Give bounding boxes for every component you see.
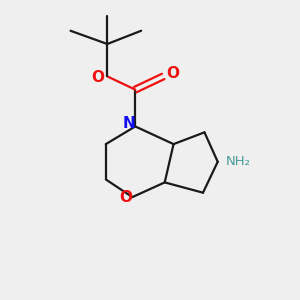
Text: NH₂: NH₂ <box>226 155 251 168</box>
Text: O: O <box>119 190 132 205</box>
Text: N: N <box>122 116 135 131</box>
Text: O: O <box>91 70 104 86</box>
Text: O: O <box>167 66 179 81</box>
